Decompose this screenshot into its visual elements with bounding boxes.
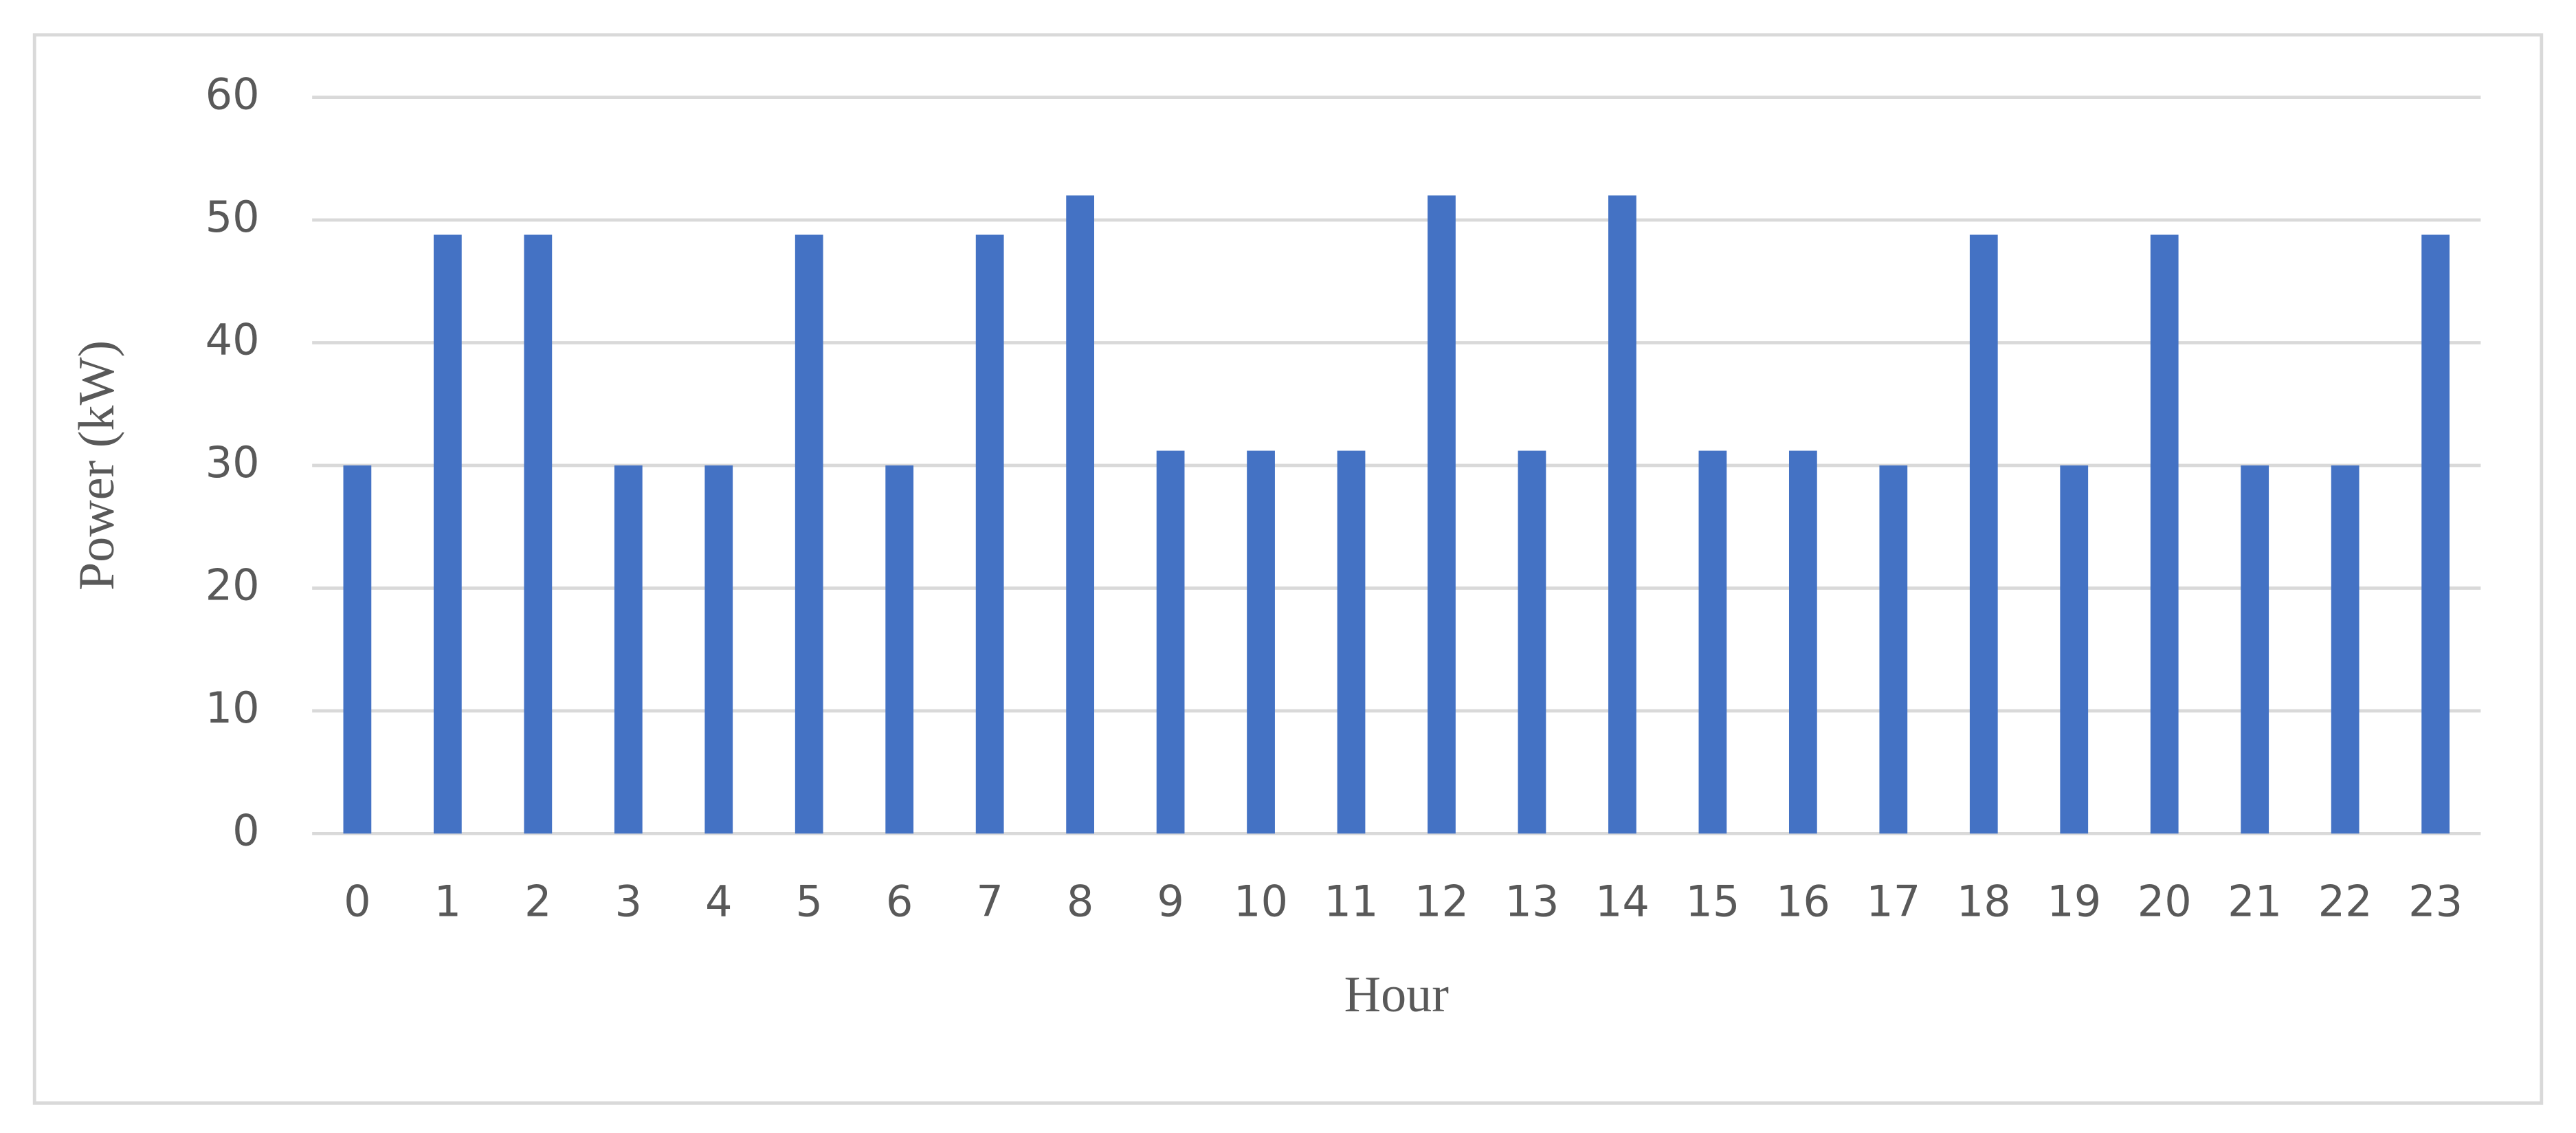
x-tick-label: 3 [615, 876, 643, 926]
x-tick-label: 16 [1776, 876, 1830, 926]
x-tick-label: 6 [886, 876, 913, 926]
x-tick-label: 21 [2228, 876, 2282, 926]
x-tick-label: 9 [1157, 876, 1184, 926]
bar [2150, 234, 2179, 834]
x-tick-label: 15 [1685, 876, 1740, 926]
x-tick-label: 7 [976, 876, 1003, 926]
x-tick-label: 23 [2408, 876, 2463, 926]
bar [1066, 195, 1095, 834]
x-tick-label: 11 [1324, 876, 1378, 926]
y-tick-label: 60 [206, 69, 260, 120]
bar [1156, 450, 1185, 834]
bar [1969, 234, 1998, 834]
bar [885, 465, 914, 834]
x-tick-label: 8 [1067, 876, 1094, 926]
bar [1428, 195, 1456, 834]
x-tick-label: 2 [524, 876, 552, 926]
x-tick-label: 10 [1234, 876, 1288, 926]
y-tick-label: 0 [232, 806, 260, 856]
x-tick-label: 12 [1414, 876, 1469, 926]
bar [2060, 465, 2089, 834]
bar [1247, 450, 1275, 834]
bar [2331, 465, 2360, 834]
x-tick-label: 18 [1957, 876, 2011, 926]
x-tick-label: 22 [2318, 876, 2373, 926]
bar [614, 465, 643, 834]
y-tick-label: 50 [206, 192, 260, 242]
x-tick-label: 1 [434, 876, 462, 926]
bar [795, 234, 823, 834]
bar [1788, 450, 1817, 834]
x-tick-label: 13 [1504, 876, 1559, 926]
bar [1879, 465, 1908, 834]
x-tick-label: 20 [2138, 876, 2192, 926]
x-tick-label: 14 [1595, 876, 1650, 926]
bar [1337, 450, 1366, 834]
bar [2421, 234, 2450, 834]
bar [1698, 450, 1727, 834]
bar [704, 465, 733, 834]
x-tick-label: 4 [705, 876, 733, 926]
bar [433, 234, 462, 834]
y-tick-label: 30 [206, 437, 260, 487]
bar [1518, 450, 1546, 834]
y-tick-label: 10 [206, 683, 260, 733]
x-tick-label: 0 [344, 876, 371, 926]
x-axis-label: Hour [1344, 967, 1450, 1023]
bar [343, 465, 372, 834]
y-axis-label: Power (kW) [69, 340, 125, 591]
bar [524, 234, 553, 834]
bar [2241, 465, 2269, 834]
y-tick-label: 40 [206, 315, 260, 365]
x-tick-label: 19 [2047, 876, 2101, 926]
x-tick-label: 5 [795, 876, 823, 926]
x-tick-label: 17 [1866, 876, 1920, 926]
bar [1608, 195, 1636, 834]
bar [975, 234, 1004, 834]
y-tick-label: 20 [206, 560, 260, 610]
